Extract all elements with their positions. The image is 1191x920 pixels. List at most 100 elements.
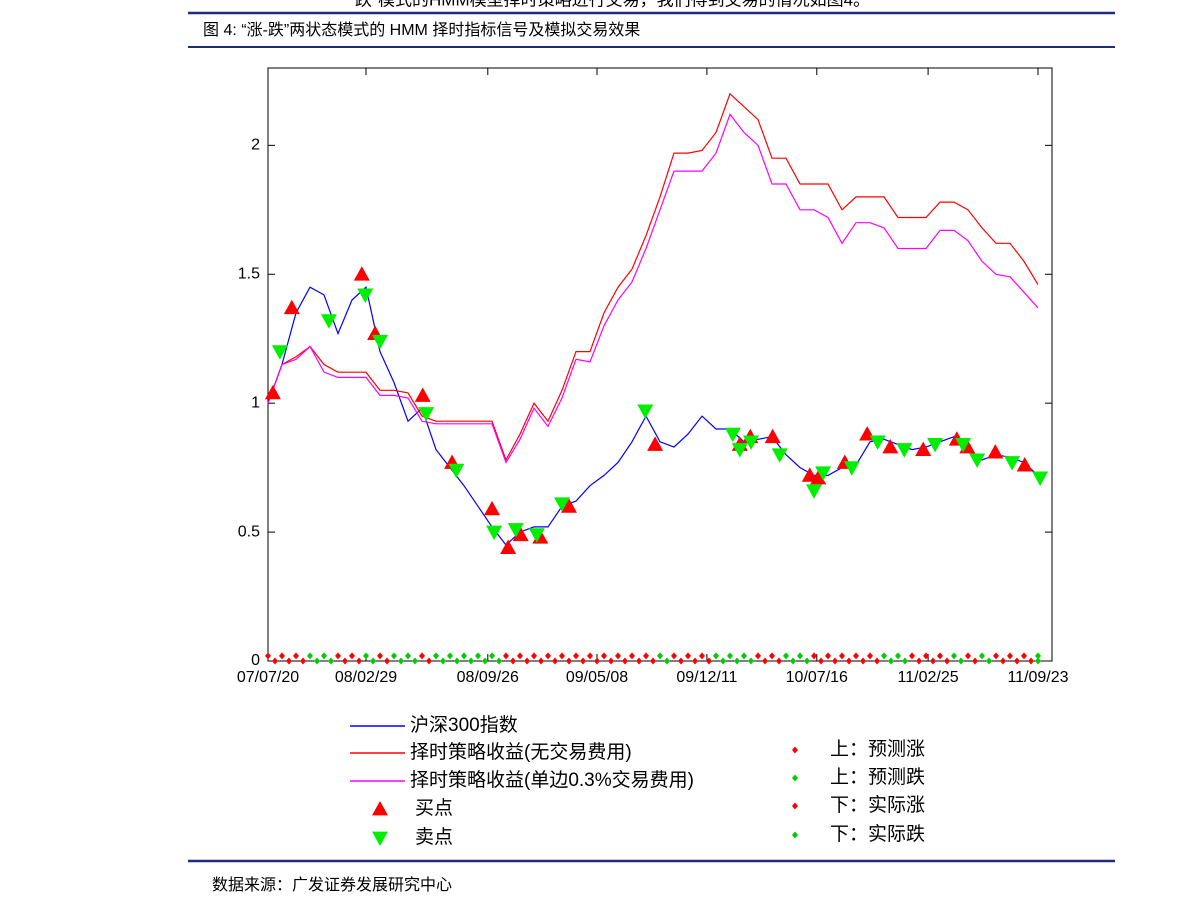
series-line (267, 92, 1039, 462)
legend-label: 下：实际涨 (830, 794, 925, 816)
signal-dot (657, 652, 663, 660)
signal-dot (720, 657, 726, 665)
signal-dot (468, 657, 474, 665)
signal-dot (797, 652, 803, 660)
signal-dot (1028, 657, 1034, 665)
trade-marker (528, 528, 545, 543)
signal-dot (874, 657, 880, 665)
signal-dot (881, 652, 887, 660)
trade-marker (414, 387, 431, 402)
signal-dot (321, 652, 327, 660)
signal-dot (867, 652, 873, 660)
trade-marker (1032, 471, 1049, 486)
legend-swatch (792, 746, 798, 754)
signal-dot (482, 657, 488, 665)
signal-dot (671, 652, 677, 660)
signal-dot (405, 652, 411, 660)
signal-dot (426, 657, 432, 665)
signal-dot (629, 652, 635, 660)
signal-dot (748, 657, 754, 665)
signal-dot (433, 652, 439, 660)
signal-dot (804, 657, 810, 665)
signal-dot (650, 657, 656, 665)
signal-dot (314, 657, 320, 665)
trade-marker (810, 469, 827, 485)
signal-dot (545, 652, 551, 660)
signal-dot (363, 652, 369, 660)
signal-dot (699, 652, 705, 660)
signal-dot (307, 652, 313, 660)
x-tick-label: 08/02/29 (335, 669, 397, 686)
signal-dot (370, 657, 376, 665)
signal-dot (615, 652, 621, 660)
signal-dot (503, 652, 509, 660)
signal-dot (447, 652, 453, 660)
signal-dot (391, 652, 397, 660)
trade-marker (1016, 457, 1033, 472)
y-tick-label: 0 (251, 652, 260, 669)
plot-area: 0 0.5 1 1.5 2 07/07/20 08/02/29 08/09/26 09/05/0… (237, 68, 1069, 686)
trade-marker (987, 444, 1004, 459)
trade-marker (554, 497, 570, 512)
signal-dot (335, 652, 341, 660)
y-tick-label: 1.5 (238, 265, 260, 282)
signal-dot (832, 657, 838, 665)
signal-dot (664, 657, 670, 665)
signal-dot (762, 657, 768, 665)
signal-dot (419, 652, 425, 660)
trade-marker (915, 441, 932, 456)
trade-marker (724, 427, 741, 443)
signal-dot (895, 652, 901, 660)
signal-dot (965, 652, 971, 660)
signal-dot (706, 657, 712, 665)
legend-label: 下：实际跌 (830, 823, 925, 845)
signal-dot (573, 652, 579, 660)
signal-dot (608, 657, 614, 665)
signal-dot (692, 657, 698, 665)
legend-swatch (372, 831, 388, 846)
signal-dot (643, 652, 649, 660)
signal-dot (265, 652, 271, 660)
legend-label: 上：预测跌 (830, 766, 925, 788)
trade-marker (512, 526, 529, 542)
trade-marker (927, 438, 944, 453)
series-line (267, 113, 1039, 464)
signal-dot (1007, 652, 1013, 660)
legend-label: 上：预测涨 (830, 738, 925, 760)
signal-dot (300, 657, 306, 665)
signal-dot (811, 652, 817, 660)
trade-marker (896, 443, 913, 458)
signal-dot (972, 657, 978, 665)
signal-dot (454, 657, 460, 665)
trade-marker (500, 539, 517, 554)
trade-marker (1004, 456, 1021, 471)
signal-dot (538, 657, 544, 665)
x-tick-label: 07/07/20 (237, 669, 299, 686)
signal-dot (286, 657, 292, 665)
signal-dot (1035, 652, 1041, 660)
trade-marker (353, 266, 370, 281)
legend-swatch (792, 831, 798, 839)
trade-marker (731, 443, 748, 458)
signal-dot (566, 657, 572, 665)
trade-marker (561, 498, 577, 513)
x-tick-label: 10/07/16 (786, 669, 848, 686)
legend-swatch (792, 802, 798, 810)
x-tick-label: 09/05/08 (566, 669, 628, 686)
signal-dot (1035, 657, 1041, 665)
trade-marker (637, 404, 654, 419)
x-tick-label: 11/09/23 (1007, 669, 1068, 686)
trade-marker (955, 438, 972, 453)
signal-dot (839, 652, 845, 660)
trade-marker (843, 461, 860, 476)
signal-dot (678, 657, 684, 665)
signal-dot (587, 652, 593, 660)
signal-dot (524, 657, 530, 665)
header-text: 跌"模式的HMM模型择时策略进行交易，我们得到交易的情况如图4。 (355, 0, 870, 9)
signal-dot (489, 652, 495, 660)
trade-marker (264, 384, 281, 400)
trade-marker (647, 436, 664, 451)
trade-marker (969, 453, 986, 468)
